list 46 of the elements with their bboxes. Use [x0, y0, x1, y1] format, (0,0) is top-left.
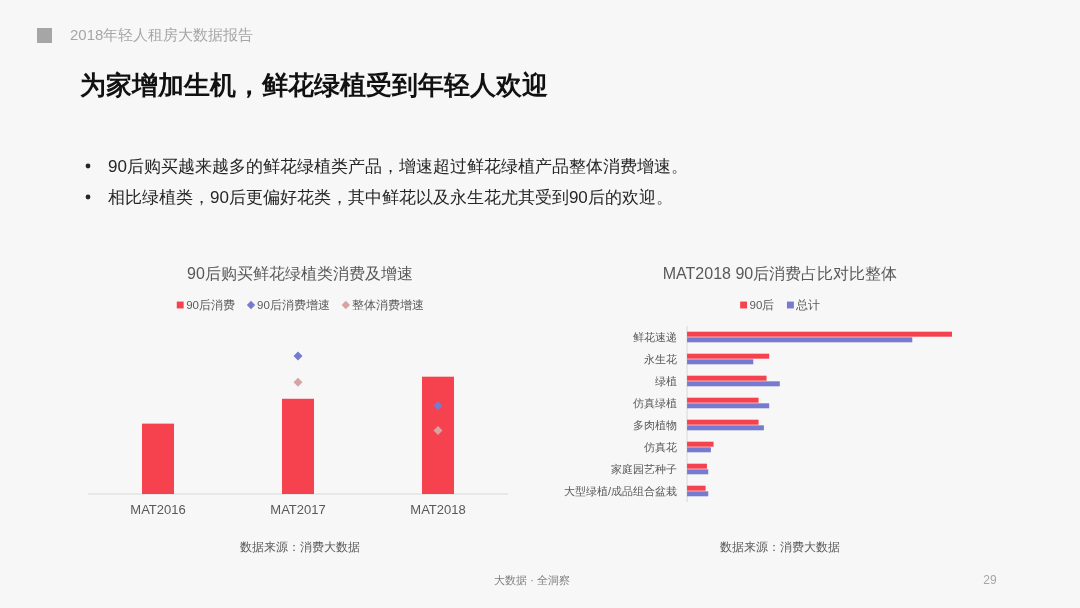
bar	[687, 403, 770, 409]
bar	[687, 337, 913, 343]
y-tick-label: 仿真花	[643, 441, 678, 453]
text: 90后购买越来越多的鲜花绿植类产品，增速超过鲜花绿植产品整体消费增速。	[108, 157, 688, 176]
bar	[687, 353, 770, 359]
text: 2018年轻人租房大数据报告	[70, 26, 254, 43]
bar	[687, 491, 709, 497]
legend-label: 90后	[749, 299, 775, 311]
x-tick-label: MAT2018	[410, 502, 466, 517]
text: 29	[983, 573, 997, 587]
point	[433, 426, 443, 436]
legend-label: 90后消费增速	[257, 299, 330, 311]
y-tick-label: 多肉植物	[633, 419, 678, 431]
legend-label: 90后消费	[186, 299, 235, 311]
bar	[687, 359, 754, 365]
source-note: 数据来源：消费大数据	[720, 541, 840, 553]
bar	[687, 381, 780, 387]
y-tick-label: 家庭园艺种子	[611, 463, 678, 475]
point	[433, 401, 443, 411]
text: 大数据 · 全洞察	[494, 574, 570, 586]
x-tick-label: MAT2017	[270, 502, 326, 517]
y-tick-label: 仿真绿植	[632, 397, 678, 409]
point	[293, 351, 303, 361]
chart-title: 90后购买鲜花绿植类消费及增速	[187, 265, 413, 282]
y-tick-label: 绿植	[655, 375, 678, 387]
bar	[687, 419, 759, 425]
bar	[687, 463, 707, 469]
x-tick-label: MAT2016	[130, 502, 186, 517]
bar	[687, 485, 706, 491]
bar	[687, 447, 711, 453]
y-tick-label: 永生花	[644, 353, 678, 365]
legend-label: 整体消费增速	[351, 299, 424, 311]
bar	[687, 331, 952, 337]
bar	[687, 425, 764, 431]
y-tick-label: 鲜花速递	[633, 331, 678, 343]
bar	[687, 375, 767, 381]
text: 相比绿植类，90后更偏好花类，其中鲜花以及永生花尤其受到90后的欢迎。	[108, 188, 673, 207]
bar	[687, 397, 759, 403]
chart-title: MAT2018 90后消费占比对比整体	[662, 265, 898, 282]
legend-label: 总计	[795, 299, 821, 311]
bar	[687, 441, 714, 447]
point	[293, 377, 303, 387]
y-tick-label: 大型绿植/成品组合盆栽	[564, 485, 678, 497]
text: 为家增加生机，鲜花绿植受到年轻人欢迎	[80, 70, 548, 100]
source-note: 数据来源：消费大数据	[240, 541, 360, 553]
bar	[687, 469, 709, 475]
